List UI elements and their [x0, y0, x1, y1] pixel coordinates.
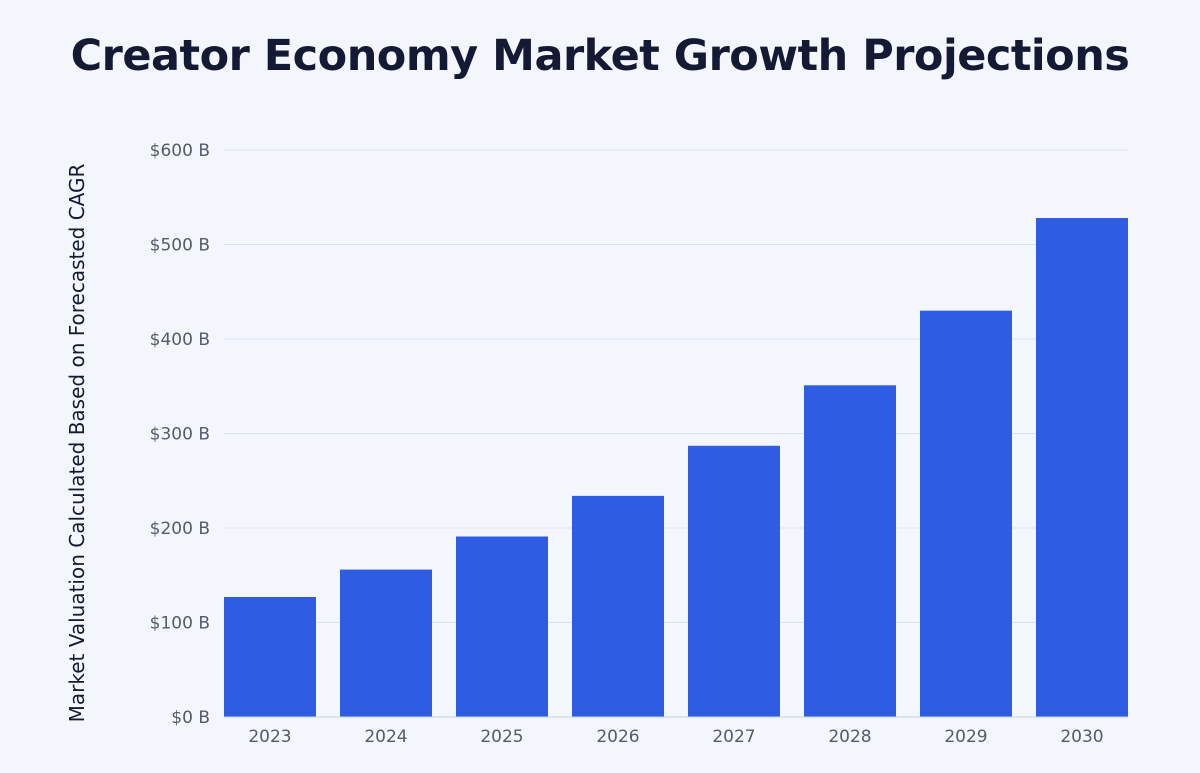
bar-2027	[688, 445, 780, 717]
x-tick-label: 2027	[712, 727, 755, 747]
y-tick-label: $600 B	[150, 141, 210, 161]
bar-2026	[572, 495, 664, 717]
y-tick-label: $300 B	[150, 425, 210, 445]
x-tick-label: 2028	[828, 727, 871, 747]
x-tick-label: 2023	[248, 727, 291, 747]
x-tick-label: 2024	[364, 727, 407, 747]
y-tick-label: $200 B	[150, 519, 210, 539]
x-tick-label: 2029	[944, 727, 987, 747]
bar-2025	[456, 536, 548, 717]
y-tick-label: $400 B	[150, 330, 210, 350]
x-tick-label: 2030	[1060, 727, 1103, 747]
bar-2030	[1036, 218, 1128, 718]
y-tick-label: $100 B	[150, 614, 210, 634]
bar-2023	[224, 596, 316, 717]
x-tick-label: 2025	[480, 727, 523, 747]
bar-2024	[340, 569, 432, 717]
chart-title: Creator Economy Market Growth Projection…	[70, 31, 1130, 81]
bar-2029	[920, 310, 1012, 717]
y-tick-label: $0 B	[171, 708, 210, 728]
x-tick-label: 2026	[596, 727, 639, 747]
y-tick-label: $500 B	[150, 236, 210, 256]
bar-2028	[804, 385, 896, 717]
